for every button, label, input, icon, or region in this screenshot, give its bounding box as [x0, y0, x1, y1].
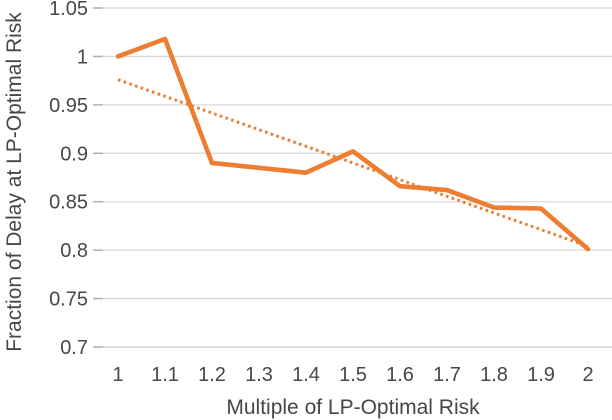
gridlines: [94, 7, 612, 348]
y-tick-label: 1.05: [49, 0, 88, 20]
x-tick-label: 1.2: [198, 364, 226, 386]
y-tick-label: 0.85: [49, 192, 88, 214]
y-tick-label: 0.95: [49, 95, 88, 117]
y-tick-label: 0.9: [60, 143, 88, 165]
y-axis-title: Fraction of Delay at LP-Optimal Risk: [3, 12, 26, 352]
x-tick-label: 1.9: [527, 364, 555, 386]
x-tick-label: 2: [582, 364, 593, 386]
x-tick-label: 1: [112, 364, 123, 386]
series-lines: [115, 36, 591, 252]
x-tick-labels: 1 1.1 1.2 1.3 1.4 1.5 1.6 1.7 1.8 1.9 2: [112, 364, 593, 386]
y-tick-label: 1: [77, 46, 88, 68]
x-tick-label: 1.5: [339, 364, 367, 386]
y-tick-label: 0.8: [60, 240, 88, 262]
series-line-fraction-of-delay: [115, 36, 591, 252]
x-tick-label: 1.1: [151, 364, 179, 386]
x-tick-label: 1.7: [433, 364, 461, 386]
x-tick-label: 1.8: [480, 364, 508, 386]
y-tick-labels: 1.05 1 0.95 0.9 0.85 0.8 0.75 0.7: [49, 0, 88, 359]
x-tick-label: 1.4: [292, 364, 320, 386]
tick-marks: [93, 7, 103, 348]
y-tick-label: 0.75: [49, 289, 88, 311]
x-tick-label: 1.6: [386, 364, 414, 386]
y-tick-label: 0.7: [60, 337, 88, 359]
x-tick-label: 1.3: [245, 364, 273, 386]
x-axis-title: Multiple of LP-Optimal Risk: [226, 396, 480, 419]
series-line-linear-trendline: [117, 78, 589, 248]
